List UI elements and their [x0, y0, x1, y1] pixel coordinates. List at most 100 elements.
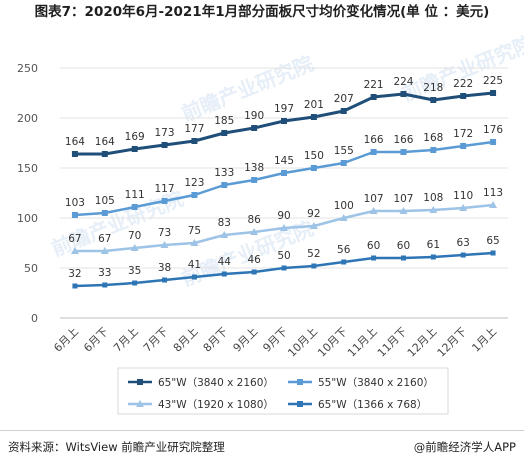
legend-item: 65"W（1366 x 768） — [288, 399, 427, 411]
data-label: 63 — [457, 237, 470, 249]
data-point-marker — [71, 212, 78, 218]
data-label: 67 — [98, 233, 111, 245]
data-point-marker — [251, 125, 258, 131]
data-label: 70 — [128, 230, 141, 242]
data-label: 32 — [68, 268, 81, 280]
data-point-marker — [102, 282, 108, 288]
series-lines — [70, 90, 498, 289]
legend-item: 65"W（3840 x 2160） — [128, 377, 274, 389]
data-point-marker — [162, 277, 168, 283]
data-label: 168 — [423, 132, 443, 144]
x-tick-label: 8月下 — [201, 325, 231, 355]
data-point-marker — [161, 198, 168, 204]
data-label: 166 — [393, 134, 413, 146]
data-label: 107 — [364, 193, 384, 205]
data-label: 176 — [483, 124, 503, 136]
data-label: 177 — [184, 123, 204, 135]
data-label: 169 — [125, 131, 145, 143]
data-label: 155 — [334, 145, 354, 157]
legend-marker — [136, 400, 144, 407]
data-point-marker — [101, 210, 108, 216]
x-tick-label: 10月上 — [285, 325, 320, 360]
data-point-marker — [132, 280, 138, 286]
y-tick-label: 150 — [17, 162, 38, 175]
data-label: 41 — [188, 259, 201, 271]
data-point-marker — [190, 239, 199, 246]
x-tick-label: 7月上 — [111, 325, 141, 355]
data-label: 111 — [125, 189, 145, 201]
data-point-marker — [130, 244, 139, 251]
x-tick-label: 8月上 — [171, 325, 201, 355]
data-label: 201 — [304, 99, 324, 111]
data-label: 90 — [277, 210, 290, 222]
data-label: 38 — [158, 262, 171, 274]
data-label: 197 — [274, 103, 294, 115]
data-point-marker — [341, 259, 347, 265]
data-label: 222 — [453, 78, 473, 90]
data-label: 44 — [218, 256, 232, 268]
data-label: 60 — [397, 240, 410, 252]
data-point-marker — [340, 160, 347, 166]
data-point-marker — [101, 151, 108, 157]
data-point-marker — [490, 139, 497, 145]
data-point-marker — [430, 147, 437, 153]
data-point-marker — [370, 94, 377, 100]
x-tick-label: 11月上 — [345, 325, 380, 360]
data-label: 67 — [68, 233, 81, 245]
data-label: 190 — [244, 110, 264, 122]
data-point-marker — [221, 130, 228, 136]
data-label: 207 — [334, 93, 354, 105]
data-point-marker — [460, 143, 467, 149]
data-point-marker — [221, 271, 227, 277]
data-point-marker — [400, 91, 407, 97]
data-label: 56 — [337, 244, 351, 256]
x-tick-label: 9月上 — [231, 325, 261, 355]
data-point-marker — [400, 255, 406, 261]
legend-marker — [137, 379, 143, 385]
data-point-marker — [429, 206, 438, 213]
y-tick-label: 200 — [17, 112, 38, 125]
x-tick-label: 6月下 — [81, 325, 111, 355]
data-label: 225 — [483, 75, 503, 87]
data-point-marker — [459, 204, 468, 211]
data-point-marker — [281, 118, 287, 124]
data-point-marker — [160, 241, 169, 248]
data-point-marker — [251, 269, 257, 275]
legend-label: 55"W（3840 x 2160） — [318, 377, 434, 389]
data-label: 173 — [155, 127, 175, 139]
data-label: 172 — [453, 128, 473, 140]
data-point-marker — [71, 151, 78, 157]
data-point-marker — [460, 252, 466, 258]
legend: 65"W（3840 x 2160） 55"W（3840 x 2160） 43"W（1… — [117, 367, 449, 415]
data-label: 166 — [364, 134, 384, 146]
legend-marker — [297, 401, 303, 407]
data-label: 164 — [95, 136, 115, 148]
x-tick-label: 10月下 — [315, 325, 350, 360]
data-point-marker — [311, 263, 317, 269]
y-axis: 0 50 100 150 200 250 — [17, 62, 38, 325]
data-label: 60 — [367, 240, 380, 252]
y-tick-label: 100 — [17, 212, 38, 225]
data-label: 75 — [188, 225, 201, 237]
data-label: 105 — [95, 195, 115, 207]
x-tick-label: 12月上 — [405, 325, 440, 360]
data-point-marker — [310, 114, 317, 120]
data-point-marker — [489, 201, 498, 208]
data-point-marker — [490, 250, 496, 256]
legend-item: 55"W（3840 x 2160） — [288, 377, 434, 389]
data-label: 138 — [244, 162, 264, 174]
data-point-marker — [72, 283, 78, 289]
data-point-marker — [161, 142, 168, 148]
x-tick-label: 1月上 — [469, 325, 499, 355]
data-label: 33 — [98, 267, 111, 279]
data-point-marker — [281, 170, 287, 176]
data-point-marker — [340, 108, 347, 114]
source-note: 资料来源：WitsView 前瞻产业研究院整理 — [8, 440, 225, 454]
legend-label: 65"W（3840 x 2160） — [158, 377, 274, 389]
data-label: 52 — [307, 248, 320, 260]
data-label: 164 — [65, 136, 85, 148]
legend-item: 43"W（1920 x 1080） — [128, 399, 274, 411]
data-point-marker — [250, 228, 259, 235]
data-point-marker — [430, 254, 436, 260]
